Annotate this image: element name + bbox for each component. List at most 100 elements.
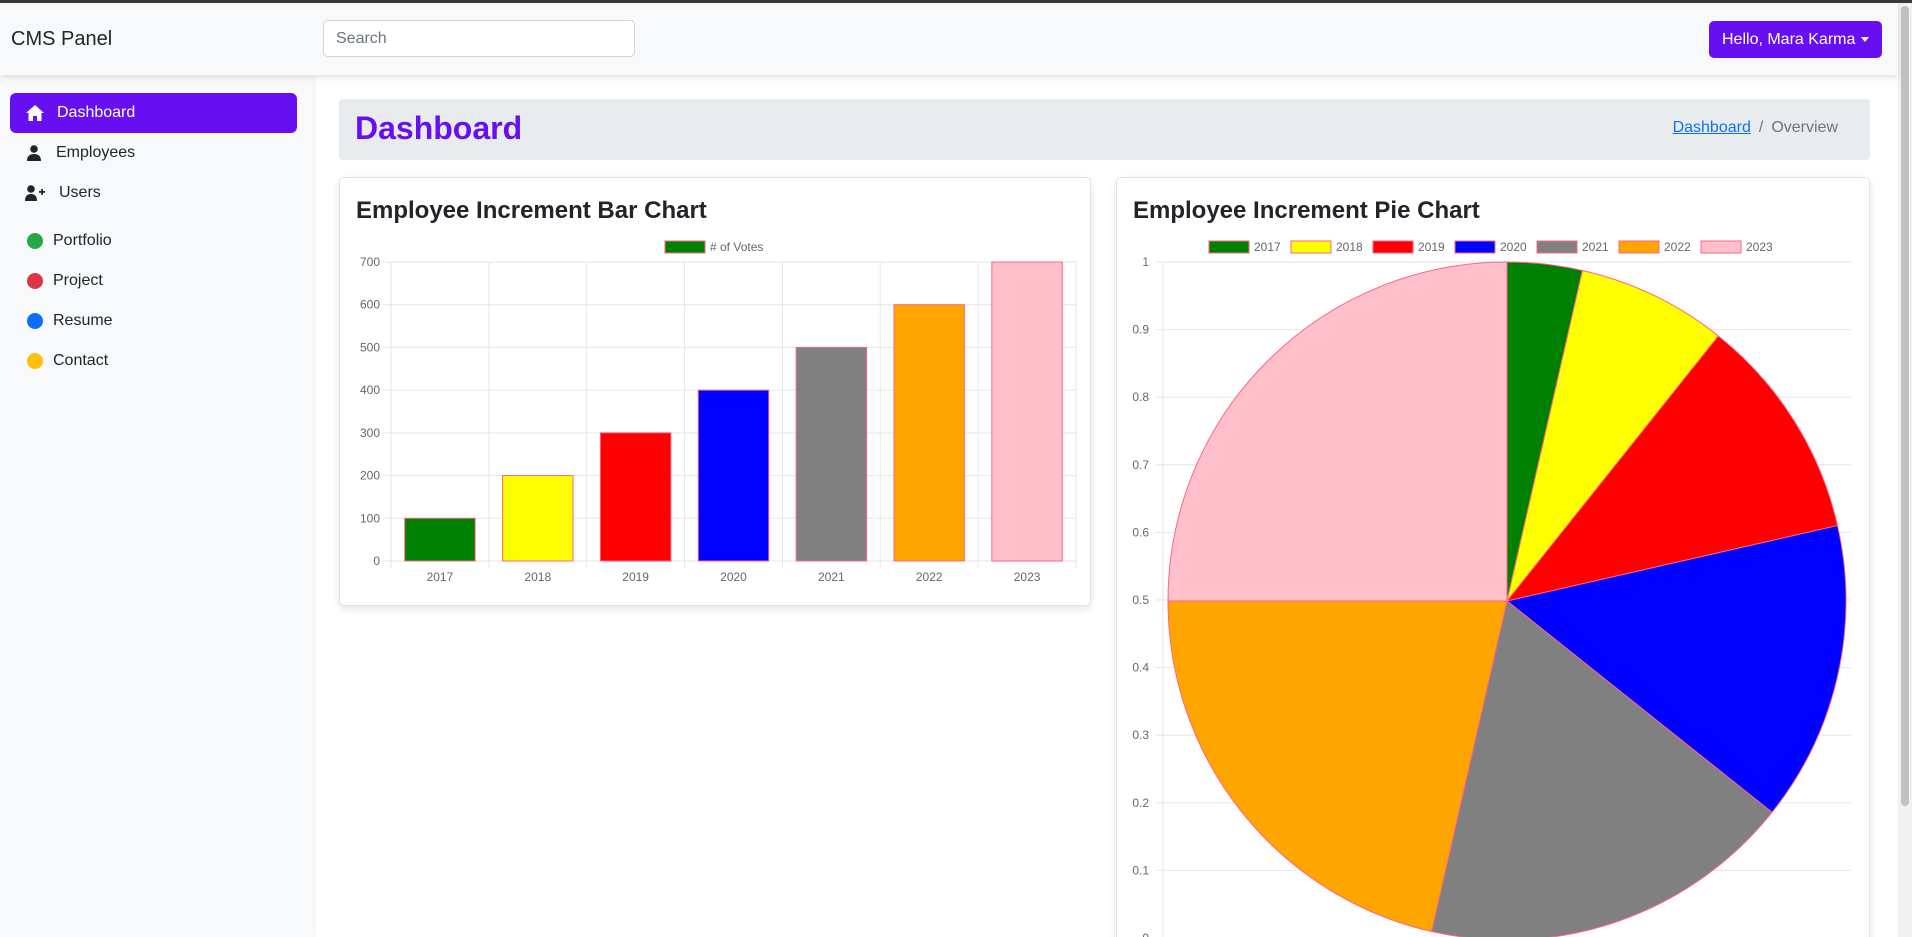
sidebar-link-resume[interactable]: Resume xyxy=(10,301,297,341)
bar-2017 xyxy=(404,517,476,562)
y-tick-label: 0.4 xyxy=(1132,661,1149,675)
green-dot-icon xyxy=(27,233,43,249)
y-tick-label: 500 xyxy=(360,340,380,354)
legend-label: 2021 xyxy=(1582,240,1609,254)
y-tick-label: 0.3 xyxy=(1132,728,1149,742)
y-tick-label: 300 xyxy=(360,426,380,440)
y-tick-label: 0.7 xyxy=(1132,458,1149,472)
bar-chart: # of Votes 0 100 200 300 400 500 600 700 2017 2018… xyxy=(360,240,1077,584)
page-scrollbar[interactable] xyxy=(1898,3,1912,937)
pie-chart: 2017 2018 2019 2020 2021 2022 2023 0 0.1 0.2 0.3 0.… xyxy=(1132,240,1851,937)
bar-2020 xyxy=(697,389,770,562)
x-tick-label: 2022 xyxy=(916,570,943,584)
bar-chart-card: Employee Increment Bar Chart # of Votes 0… xyxy=(339,177,1091,606)
red-dot-icon xyxy=(27,273,43,289)
sidebar-item-label: Users xyxy=(59,184,101,201)
sidebar-link-label: Resume xyxy=(53,312,113,329)
legend-label: # of Votes xyxy=(710,240,763,254)
y-tick-label: 0.5 xyxy=(1132,593,1149,607)
home-icon xyxy=(25,103,45,123)
x-tick-label: 2018 xyxy=(524,570,551,584)
legend-swatch xyxy=(1208,240,1250,254)
y-tick-label: 700 xyxy=(360,255,380,269)
pie-slice-2018 xyxy=(1506,269,1720,602)
legend-swatch xyxy=(1618,240,1660,254)
sidebar-link-label: Portfolio xyxy=(53,232,112,249)
sidebar-item-employees[interactable]: Employees xyxy=(10,133,297,173)
pie-slice-2019 xyxy=(1505,335,1839,602)
user-plus-icon xyxy=(25,183,45,203)
y-tick-label: 200 xyxy=(360,469,380,483)
breadcrumb-link-dashboard[interactable]: Dashboard xyxy=(1672,119,1751,136)
page-title: Dashboard xyxy=(355,110,523,146)
pie-chart-card: Employee Increment Pie Chart 2017 2018 201… xyxy=(1116,177,1870,937)
legend-swatch xyxy=(1536,240,1578,254)
bar-2023 xyxy=(991,261,1063,562)
sidebar-link-project[interactable]: Project xyxy=(10,261,297,301)
bar-2018 xyxy=(502,475,574,562)
top-navbar: CMS Panel Hello, Mara Karma xyxy=(0,3,1898,75)
sidebar-link-contact[interactable]: Contact xyxy=(10,341,297,381)
bar-chart-title: Employee Increment Bar Chart xyxy=(356,197,707,224)
page-header: Dashboard Dashboard / Overview xyxy=(339,99,1870,160)
sidebar-item-dashboard[interactable]: Dashboard xyxy=(10,93,297,133)
sidebar-link-label: Project xyxy=(53,272,103,289)
pie-slice-2023 xyxy=(1167,261,1508,602)
bar-chart-legend: # of Votes xyxy=(664,240,763,254)
caret-down-icon xyxy=(1861,37,1869,42)
user-menu-button[interactable]: Hello, Mara Karma xyxy=(1709,21,1882,58)
y-tick-label: 1 xyxy=(1142,255,1149,269)
breadcrumb: Dashboard / Overview xyxy=(1673,119,1838,137)
window-top-border xyxy=(0,0,1912,3)
user-icon xyxy=(24,143,44,163)
y-tick-label: 0 xyxy=(1142,931,1149,937)
breadcrumb-current: Overview xyxy=(1771,119,1838,136)
pie-slice-2022 xyxy=(1167,600,1508,933)
x-tick-label: 2017 xyxy=(427,570,454,584)
x-tick-label: 2021 xyxy=(818,570,845,584)
legend-swatch xyxy=(1372,240,1414,254)
sidebar: Dashboard Employees Users Portfolio Proj… xyxy=(0,75,313,937)
y-tick-label: 0.6 xyxy=(1132,525,1149,539)
sidebar-item-label: Employees xyxy=(56,144,136,161)
search-input[interactable] xyxy=(323,20,635,57)
legend-label: 2017 xyxy=(1254,240,1281,254)
brand-title[interactable]: CMS Panel xyxy=(11,28,113,50)
legend-swatch xyxy=(664,240,706,254)
breadcrumb-separator: / xyxy=(1758,119,1764,136)
pie-slice-2021 xyxy=(1430,600,1773,937)
y-tick-label: 0.9 xyxy=(1132,323,1149,337)
y-tick-label: 400 xyxy=(360,383,380,397)
sidebar-link-label: Contact xyxy=(53,352,109,369)
legend-label: 2018 xyxy=(1336,240,1363,254)
legend-label: 2019 xyxy=(1418,240,1445,254)
y-tick-label: 600 xyxy=(360,298,380,312)
y-tick-label: 0.2 xyxy=(1132,796,1149,810)
sidebar-link-portfolio[interactable]: Portfolio xyxy=(10,221,297,261)
yellow-dot-icon xyxy=(27,353,43,369)
y-tick-label: 100 xyxy=(360,511,380,525)
legend-swatch xyxy=(1454,240,1496,254)
sidebar-item-users[interactable]: Users xyxy=(10,173,297,213)
y-tick-label: 0.8 xyxy=(1132,390,1149,404)
legend-swatch xyxy=(1700,240,1742,254)
x-tick-label: 2020 xyxy=(720,570,747,584)
y-tick-label: 0 xyxy=(373,554,380,568)
x-tick-label: 2023 xyxy=(1014,570,1041,584)
x-tick-label: 2019 xyxy=(622,570,649,584)
legend-swatch xyxy=(1290,240,1332,254)
y-tick-label: 0.1 xyxy=(1132,863,1149,877)
legend-label: 2020 xyxy=(1500,240,1527,254)
bar-2019 xyxy=(599,432,672,562)
legend-label: 2023 xyxy=(1746,240,1773,254)
pie-chart-title: Employee Increment Pie Chart xyxy=(1133,197,1480,224)
user-menu-label: Hello, Mara Karma xyxy=(1722,30,1856,48)
sidebar-item-label: Dashboard xyxy=(57,104,136,121)
scrollbar-thumb[interactable] xyxy=(1901,6,1909,806)
pie-chart-legend: 2017 2018 2019 2020 2021 2022 2023 xyxy=(1208,240,1773,254)
pie-slice-2020 xyxy=(1505,524,1847,814)
bar-2021 xyxy=(795,346,868,562)
blue-dot-icon xyxy=(27,313,43,329)
legend-label: 2022 xyxy=(1664,240,1691,254)
bar-2022 xyxy=(893,304,965,562)
